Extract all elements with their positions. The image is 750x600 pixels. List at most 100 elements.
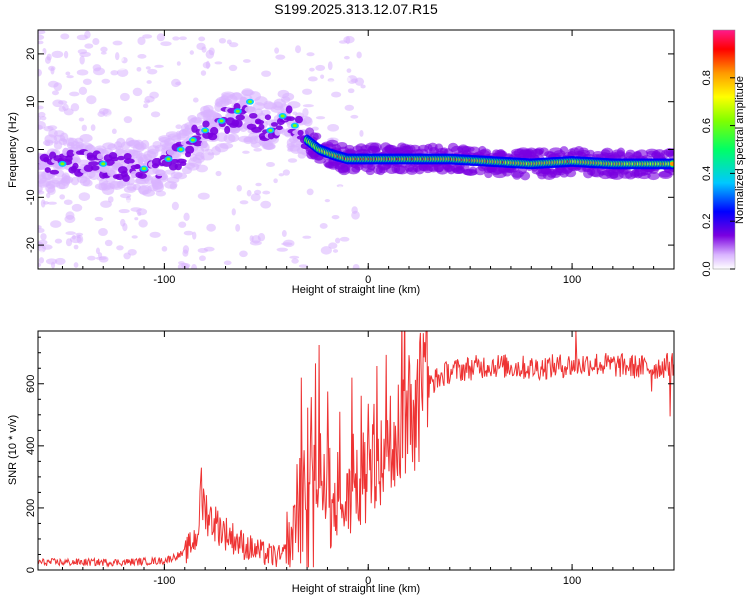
spectrogram-speckle	[236, 185, 242, 192]
spectrogram-speckle	[45, 258, 58, 265]
spectrogram-speckle	[272, 225, 279, 231]
spectrogram-halo	[228, 133, 240, 143]
spectrogram-speckle	[175, 81, 182, 86]
spectrogram-y-tick-label: -20	[25, 237, 37, 253]
spectrogram-speckle	[302, 104, 314, 108]
spectrogram-speckle	[138, 219, 148, 228]
spectrogram-speckle	[197, 192, 210, 200]
spectrogram-speckle	[42, 201, 49, 205]
spectrogram-speckle	[38, 257, 45, 264]
spectrogram-halo	[200, 151, 215, 161]
spectrogram-blob	[268, 128, 273, 132]
spectrogram-speckle	[231, 182, 236, 192]
snr-plot-area	[38, 331, 674, 568]
spectrogram-blob	[178, 148, 183, 151]
spectrogram-speckle	[242, 59, 251, 63]
spectrogram-speckle	[198, 36, 206, 42]
spectrogram-speckle	[90, 124, 96, 131]
spectrogram-speckle	[154, 64, 164, 68]
spectrogram-speckle	[324, 199, 331, 203]
snr-x-tick-label: 100	[563, 575, 581, 587]
spectrogram-halo	[254, 96, 268, 106]
spectrogram-speckle	[63, 108, 74, 116]
spectrogram-speckle	[199, 255, 206, 262]
spectrogram-blob	[248, 100, 252, 104]
spectrogram-band	[286, 116, 296, 122]
spectrogram-speckle	[255, 182, 262, 187]
spectrogram-speckle	[76, 69, 89, 76]
spectrogram-speckle	[65, 231, 76, 235]
spectrogram-halo	[668, 148, 674, 157]
spectrogram-speckle	[156, 33, 165, 42]
spectrogram-speckle	[44, 56, 51, 64]
spectrogram-speckle	[249, 240, 262, 246]
spectrogram-band	[235, 114, 245, 121]
spectrogram-speckle	[179, 36, 187, 41]
spectrogram-speckle	[304, 216, 311, 225]
spectrogram-halo	[559, 146, 569, 155]
spectrogram-speckle	[331, 214, 340, 220]
spectrogram-speckle	[137, 98, 143, 106]
spectrogram-speckle	[315, 116, 326, 120]
spectrogram-halo	[44, 134, 58, 144]
spectrogram-x-axis: -100 0 100	[61, 30, 675, 286]
spectrogram-band	[234, 119, 243, 128]
spectrogram-band	[210, 126, 219, 136]
spectrogram-speckle	[100, 51, 107, 55]
spectrogram-band	[88, 161, 99, 166]
spectrogram-speckle	[338, 40, 348, 44]
spectrogram-band	[185, 145, 195, 154]
spectrogram-speckle	[356, 51, 362, 59]
spectrogram-speckle	[231, 208, 236, 216]
colorbar-ticks: 0.0 0.2 0.4 0.6 0.8	[701, 70, 735, 277]
spectrogram-speckle	[52, 99, 64, 108]
spectrogram-speckle	[84, 43, 94, 49]
spectrogram-speckle	[98, 228, 108, 237]
spectrogram-speckle	[340, 76, 351, 83]
spectrogram-speckle	[81, 124, 87, 132]
spectrogram-speckle	[274, 47, 280, 54]
spectrogram-halo	[79, 134, 93, 143]
spectrogram-speckle	[38, 239, 48, 245]
spectrogram-speckle	[38, 115, 42, 122]
spectrogram-speckle	[339, 236, 350, 242]
spectrogram-band	[96, 153, 104, 160]
spectrogram-speckle	[171, 201, 179, 211]
spectrogram-halo	[70, 176, 79, 186]
spectrogram-speckle	[261, 70, 272, 77]
spectrogram-band	[275, 125, 283, 131]
spectrogram-halo	[152, 182, 164, 193]
spectrogram-speckle	[273, 178, 278, 184]
spectrogram-band	[239, 96, 248, 106]
spectrogram-speckle	[146, 80, 152, 84]
snr-y-tick-label: 600	[25, 375, 37, 393]
snr-y-label: SNR (10 * v/v)	[7, 415, 19, 485]
spectrogram-speckle	[228, 42, 239, 48]
spectrogram-x-label: Height of straight line (km)	[292, 284, 420, 296]
spectrogram-speckle	[132, 87, 143, 97]
spectrogram-speckle	[242, 150, 250, 154]
snr-y-axis: 0 200 400 600	[25, 336, 674, 573]
spectrogram-band	[255, 119, 265, 125]
spectrogram-speckle	[214, 61, 223, 65]
spectrogram-speckle	[46, 192, 51, 199]
spectrogram-speckle	[239, 200, 249, 205]
spectrogram-speckle	[265, 219, 272, 229]
colorbar-tick-label: 0.6	[701, 118, 713, 133]
spectrogram-band	[292, 134, 299, 142]
snr-x-tick-label: 0	[365, 575, 371, 587]
spectrogram-speckle	[78, 117, 85, 122]
colorbar: 0.0 0.2 0.4 0.6 0.8 Normalized spectral ampl…	[701, 29, 746, 277]
spectrogram-speckle	[302, 235, 312, 239]
spectrogram-halo	[282, 92, 295, 101]
spectrogram-speckle	[298, 264, 309, 268]
spectrogram-speckle	[172, 36, 180, 41]
spectrogram-y-axis: -20 -10 0 10 20	[25, 48, 674, 253]
spectrogram-speckle	[93, 67, 105, 76]
snr-x-axis: -100 0 100	[61, 331, 675, 587]
spectrogram-speckle	[71, 203, 83, 212]
spectrogram-speckle	[306, 52, 315, 57]
spectrogram-x-tick-label: -100	[153, 274, 175, 286]
spectrogram-speckle	[265, 162, 275, 167]
spectrogram-speckle	[66, 61, 71, 70]
